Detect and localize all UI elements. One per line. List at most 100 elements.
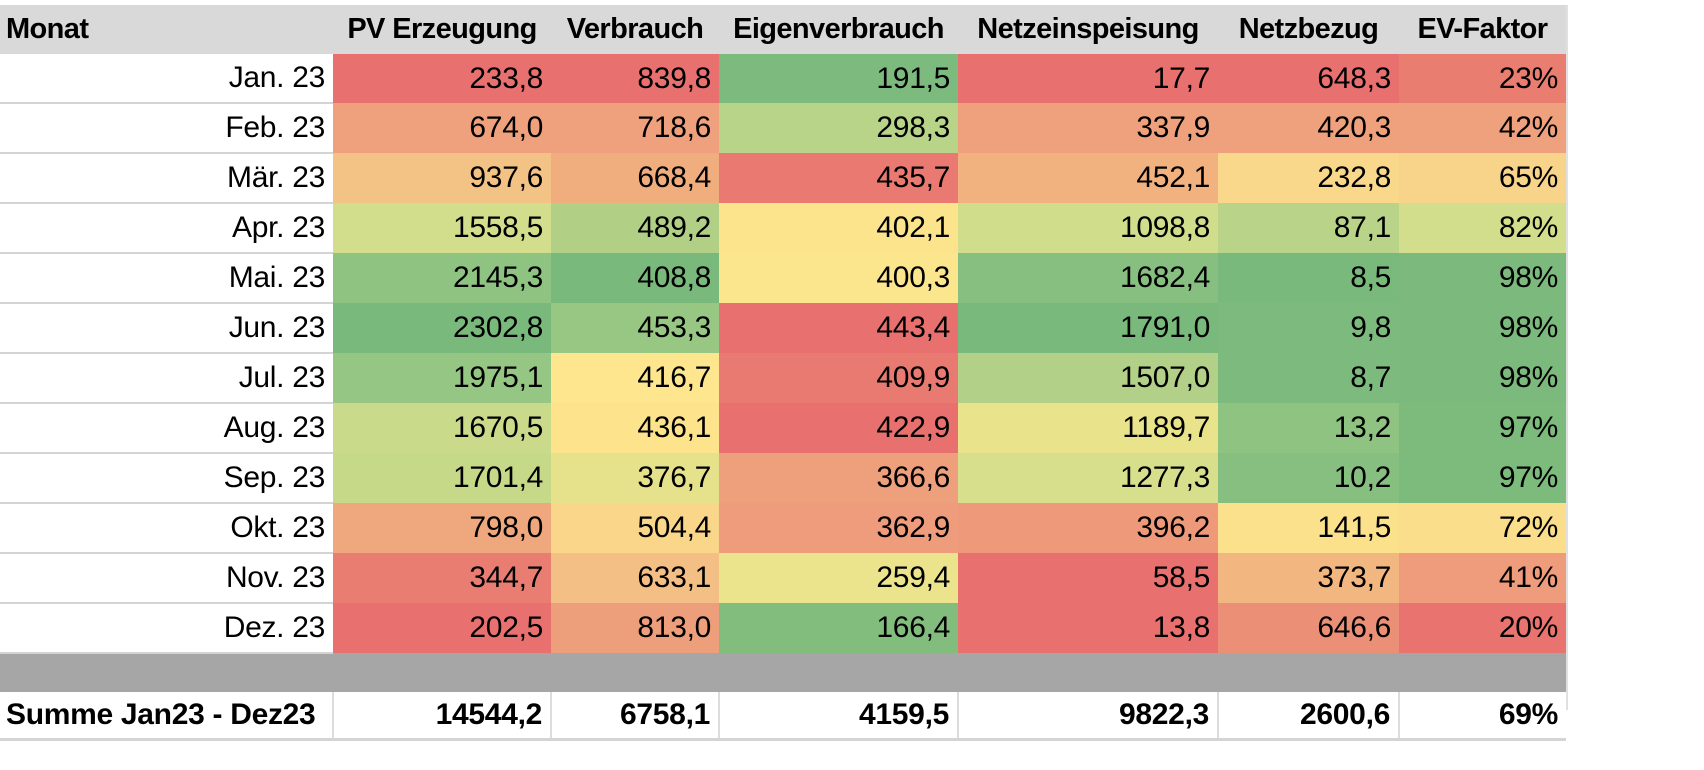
cell-netzbezug[interactable]: 648,3 [1218,54,1399,103]
cell-monat[interactable]: Sep. 23 [0,453,333,504]
cell-verbrauch[interactable]: 408,8 [551,253,719,303]
cell-netzbezug[interactable]: 8,7 [1218,353,1399,403]
cell-netzeinspeisung[interactable]: 396,2 [958,503,1218,553]
cell-eigenverbrauch[interactable]: 435,7 [719,153,958,203]
cell-verbrauch[interactable]: 839,8 [551,54,719,103]
cell-netzbezug[interactable]: 373,7 [1218,553,1399,603]
cell-ev-faktor[interactable]: 72% [1399,503,1566,553]
cell-verbrauch[interactable]: 633,1 [551,553,719,603]
cell-netzbezug[interactable]: 141,5 [1218,503,1399,553]
cell-ev-faktor[interactable]: 98% [1399,353,1566,403]
cell-ev-faktor[interactable]: 23% [1399,54,1566,103]
cell-monat[interactable]: Dez. 23 [0,603,333,654]
cell-pv-erzeugung[interactable]: 2145,3 [333,253,551,303]
cell-eigenverbrauch[interactable]: 409,9 [719,353,958,403]
cell-netzbezug[interactable]: 646,6 [1218,603,1399,653]
cell-netzbezug[interactable]: 232,8 [1218,153,1399,203]
cell-eigenverbrauch[interactable]: 402,1 [719,203,958,253]
separator-cell[interactable] [0,653,1566,692]
cell-verbrauch[interactable]: 718,6 [551,103,719,153]
cell-netzeinspeisung[interactable]: 1682,4 [958,253,1218,303]
cell-monat[interactable]: Okt. 23 [0,503,333,554]
cell-ev-faktor[interactable]: 98% [1399,303,1566,353]
cell-ev-faktor[interactable]: 42% [1399,103,1566,153]
cell-netzeinspeisung[interactable]: 337,9 [958,103,1218,153]
cell-verbrauch[interactable]: 813,0 [551,603,719,653]
cell-ev-faktor[interactable]: 41% [1399,553,1566,603]
cell-pv-erzeugung[interactable]: 937,6 [333,153,551,203]
cell-eigenverbrauch[interactable]: 443,4 [719,303,958,353]
cell-monat[interactable]: Jul. 23 [0,353,333,404]
cell-pv-erzeugung[interactable]: 798,0 [333,503,551,553]
cell-netzeinspeisung[interactable]: 58,5 [958,553,1218,603]
separator-row [0,653,1566,692]
cell-eigenverbrauch[interactable]: 366,6 [719,453,958,503]
header-ev-faktor[interactable]: EV-Faktor [1399,5,1566,54]
cell-netzeinspeisung[interactable]: 13,8 [958,603,1218,653]
header-verbrauch[interactable]: Verbrauch [551,5,719,54]
summary-pv-erzeugung[interactable]: 14544,2 [332,692,551,741]
cell-pv-erzeugung[interactable]: 202,5 [333,603,551,653]
cell-netzbezug[interactable]: 8,5 [1218,253,1399,303]
cell-pv-erzeugung[interactable]: 1975,1 [333,353,551,403]
cell-verbrauch[interactable]: 436,1 [551,403,719,453]
cell-netzeinspeisung[interactable]: 1098,8 [958,203,1218,253]
cell-eigenverbrauch[interactable]: 259,4 [719,553,958,603]
cell-pv-erzeugung[interactable]: 233,8 [333,54,551,103]
summary-netzbezug[interactable]: 2600,6 [1217,692,1399,741]
cell-verbrauch[interactable]: 489,2 [551,203,719,253]
summary-label[interactable]: Summe Jan23 - Dez23 [0,692,333,741]
cell-pv-erzeugung[interactable]: 1558,5 [333,203,551,253]
summary-ev-faktor[interactable]: 69% [1398,692,1566,741]
cell-ev-faktor[interactable]: 65% [1399,153,1566,203]
summary-eigenverbrauch[interactable]: 4159,5 [718,692,958,741]
header-eigenverbrauch[interactable]: Eigenverbrauch [719,5,958,54]
cell-eigenverbrauch[interactable]: 298,3 [719,103,958,153]
cell-verbrauch[interactable]: 453,3 [551,303,719,353]
cell-eigenverbrauch[interactable]: 166,4 [719,603,958,653]
cell-netzeinspeisung[interactable]: 1791,0 [958,303,1218,353]
cell-monat[interactable]: Jun. 23 [0,303,333,354]
cell-netzeinspeisung[interactable]: 1277,3 [958,453,1218,503]
cell-netzeinspeisung[interactable]: 452,1 [958,153,1218,203]
cell-verbrauch[interactable]: 504,4 [551,503,719,553]
cell-pv-erzeugung[interactable]: 344,7 [333,553,551,603]
summary-verbrauch[interactable]: 6758,1 [550,692,719,741]
cell-verbrauch[interactable]: 376,7 [551,453,719,503]
cell-eigenverbrauch[interactable]: 362,9 [719,503,958,553]
cell-ev-faktor[interactable]: 20% [1399,603,1566,653]
cell-ev-faktor[interactable]: 97% [1399,453,1566,503]
cell-monat[interactable]: Mär. 23 [0,153,333,204]
cell-monat[interactable]: Apr. 23 [0,203,333,254]
cell-pv-erzeugung[interactable]: 1701,4 [333,453,551,503]
cell-monat[interactable]: Nov. 23 [0,553,333,604]
header-netzbezug[interactable]: Netzbezug [1218,5,1399,54]
cell-monat[interactable]: Jan. 23 [0,54,333,104]
header-monat[interactable]: Monat [0,5,333,54]
cell-netzbezug[interactable]: 420,3 [1218,103,1399,153]
cell-pv-erzeugung[interactable]: 2302,8 [333,303,551,353]
cell-ev-faktor[interactable]: 98% [1399,253,1566,303]
summary-netzeinspeisung[interactable]: 9822,3 [957,692,1218,741]
cell-eigenverbrauch[interactable]: 422,9 [719,403,958,453]
cell-netzbezug[interactable]: 13,2 [1218,403,1399,453]
cell-netzbezug[interactable]: 9,8 [1218,303,1399,353]
cell-monat[interactable]: Feb. 23 [0,103,333,154]
cell-netzbezug[interactable]: 10,2 [1218,453,1399,503]
cell-ev-faktor[interactable]: 82% [1399,203,1566,253]
cell-netzbezug[interactable]: 87,1 [1218,203,1399,253]
cell-ev-faktor[interactable]: 97% [1399,403,1566,453]
cell-netzeinspeisung[interactable]: 17,7 [958,54,1218,103]
cell-pv-erzeugung[interactable]: 1670,5 [333,403,551,453]
cell-verbrauch[interactable]: 416,7 [551,353,719,403]
header-pv-erzeugung[interactable]: PV Erzeugung [333,5,551,54]
cell-netzeinspeisung[interactable]: 1507,0 [958,353,1218,403]
cell-eigenverbrauch[interactable]: 400,3 [719,253,958,303]
header-netzeinspeisung[interactable]: Netzeinspeisung [958,5,1218,54]
cell-netzeinspeisung[interactable]: 1189,7 [958,403,1218,453]
cell-pv-erzeugung[interactable]: 674,0 [333,103,551,153]
cell-monat[interactable]: Aug. 23 [0,403,333,454]
cell-monat[interactable]: Mai. 23 [0,253,333,304]
cell-verbrauch[interactable]: 668,4 [551,153,719,203]
cell-eigenverbrauch[interactable]: 191,5 [719,54,958,103]
